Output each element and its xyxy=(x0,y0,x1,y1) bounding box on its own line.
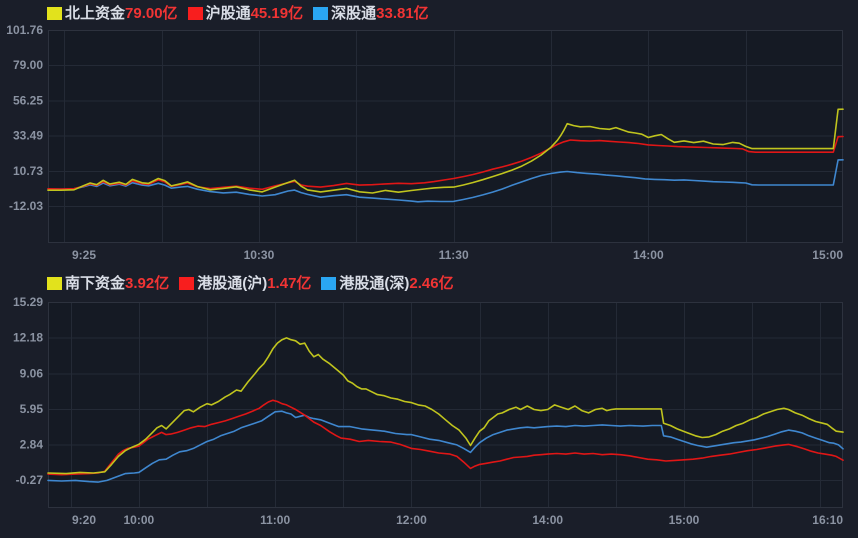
legend-series-value: 45.19亿 xyxy=(250,5,304,22)
y-tick-label: 2.84 xyxy=(20,437,44,451)
y-tick-label: 101.76 xyxy=(6,23,43,37)
y-tick-label: 10.73 xyxy=(13,164,43,178)
legend-series-name: 港股通(沪) xyxy=(197,275,268,292)
x-tick-label: 14:00 xyxy=(633,248,664,262)
y-tick-label: 79.00 xyxy=(13,58,43,72)
series-line-hk-connect-sz xyxy=(47,410,844,483)
x-tick-label: 16:10 xyxy=(812,513,843,527)
x-tick-label: 11:30 xyxy=(439,248,469,262)
x-tick-label: 10:00 xyxy=(124,513,155,527)
x-tick-label: 9:25 xyxy=(72,248,96,262)
northbound-legend: 北上资金 79.00亿 沪股通 45.19亿 深股通 33.81亿 xyxy=(47,5,439,22)
y-tick-label: -0.27 xyxy=(16,473,44,487)
y-tick-label: 5.95 xyxy=(20,402,44,416)
legend-item-sz-connect[interactable]: 深股通 33.81亿 xyxy=(313,5,429,22)
legend-item-hk-connect-sz[interactable]: 港股通(深) 2.46亿 xyxy=(321,275,454,292)
legend-item-sh-connect[interactable]: 沪股通 45.19亿 xyxy=(187,5,304,22)
x-tick-label: 15:00 xyxy=(812,248,843,262)
legend-item-hk-connect-sh[interactable]: 港股通(沪) 1.47亿 xyxy=(179,275,311,292)
legend-series-value: 79.00亿 xyxy=(125,5,178,22)
x-tick-label: 9:20 xyxy=(72,513,96,527)
northbound-plot-area[interactable]: 101.76 79.00 56.25 33.49 10.73 -12.03 9:25 10:3… xyxy=(0,0,858,270)
legend-swatch-icon xyxy=(313,7,329,20)
legend-item-north-total[interactable]: 北上资金 79.00亿 xyxy=(47,5,178,22)
legend-series-name: 沪股通 xyxy=(205,5,251,22)
southbound-legend: 南下资金 3.92亿 港股通(沪) 1.47亿 港股通(深) 2.46亿 xyxy=(47,275,464,292)
legend-swatch-icon xyxy=(187,7,203,20)
legend-swatch-icon xyxy=(179,277,195,290)
legend-series-value: 2.46亿 xyxy=(409,275,454,292)
northbound-capital-chart: 北上资金 79.00亿 沪股通 45.19亿 深股通 33.81亿 101.76 79.00… xyxy=(0,0,858,270)
series-line-south-total xyxy=(47,337,844,475)
legend-item-south-total[interactable]: 南下资金 3.92亿 xyxy=(47,275,169,292)
legend-swatch-icon xyxy=(321,277,337,290)
x-tick-label: 10:30 xyxy=(244,248,275,262)
legend-series-value: 33.81亿 xyxy=(376,5,429,22)
x-tick-label: 15:00 xyxy=(669,513,700,527)
series-line-north-total xyxy=(47,108,844,194)
legend-series-name: 港股通(深) xyxy=(339,275,410,292)
series-line-hk-connect-sh xyxy=(47,399,844,476)
x-tick-label: 14:00 xyxy=(532,513,563,527)
x-tick-label: 11:00 xyxy=(260,513,290,527)
legend-swatch-icon xyxy=(47,7,62,20)
legend-series-name: 深股通 xyxy=(331,5,377,22)
legend-series-name: 南下资金 xyxy=(65,275,126,292)
legend-series-value: 3.92亿 xyxy=(125,275,170,292)
southbound-plot-area[interactable]: 15.29 12.18 9.06 5.95 2.84 -0.27 9:20 10:00 11:0… xyxy=(0,270,858,538)
legend-series-value: 1.47亿 xyxy=(267,275,312,292)
series-line-sh-connect xyxy=(47,135,844,191)
plot-border xyxy=(48,302,843,508)
legend-series-name: 北上资金 xyxy=(65,5,126,22)
southbound-capital-chart: 南下资金 3.92亿 港股通(沪) 1.47亿 港股通(深) 2.46亿 15.29 12.… xyxy=(0,270,858,538)
y-tick-label: -12.03 xyxy=(9,199,43,213)
y-tick-label: 56.25 xyxy=(13,93,43,107)
y-tick-label: 12.18 xyxy=(13,331,43,345)
plot-background xyxy=(48,302,843,508)
y-tick-label: 9.06 xyxy=(20,366,44,380)
series-line-sz-connect xyxy=(47,159,844,203)
y-tick-label: 33.49 xyxy=(13,129,43,143)
x-tick-label: 12:00 xyxy=(396,513,427,527)
y-tick-label: 15.29 xyxy=(13,295,43,309)
legend-swatch-icon xyxy=(47,277,62,290)
